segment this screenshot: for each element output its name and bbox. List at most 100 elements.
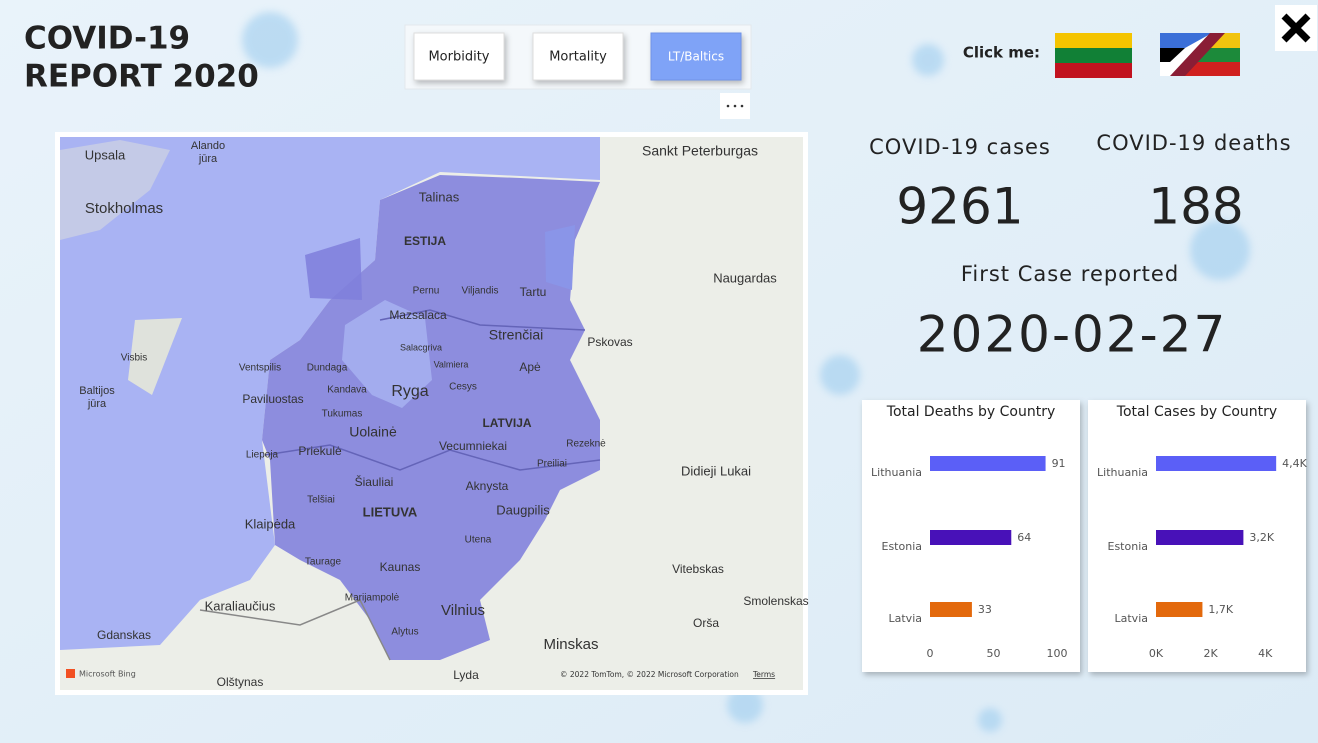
title: REPORT 2020 — [24, 59, 259, 95]
map-label: Šiauliai — [355, 474, 394, 489]
map-label: Gdanskas — [97, 628, 151, 642]
category-label: Estonia — [1108, 540, 1149, 553]
sea — [60, 137, 600, 650]
map-label: Vitebskas — [672, 562, 724, 576]
map-label: Mazsalaca — [389, 308, 447, 322]
map-label: Alytus — [391, 627, 418, 638]
map-label: Pernu — [413, 286, 440, 297]
category-label: Latvia — [889, 612, 923, 625]
x-tick-label: 2K — [1204, 647, 1219, 660]
value-label: 4,4K — [1282, 457, 1307, 470]
border — [264, 444, 601, 471]
value-label: 1,7K — [1208, 603, 1233, 616]
button[interactable]: LT/Baltics — [650, 32, 742, 81]
map-label: Minskas — [543, 636, 598, 653]
map-label: Apė — [519, 360, 541, 374]
map-label: Viljandis — [461, 286, 498, 297]
button-label[interactable]: Mortality — [549, 50, 607, 65]
title: COVID-19 — [24, 21, 190, 57]
x-tick-label: 4K — [1258, 647, 1273, 660]
map-logo: Microsoft Bing — [79, 670, 136, 679]
flag-baltics[interactable] — [1160, 33, 1240, 76]
map-label: Taurage — [305, 557, 342, 568]
map-label: Uolainė — [349, 424, 397, 440]
map-label: Cesys — [449, 382, 477, 393]
map-label: Preiliai — [537, 459, 567, 470]
bar — [1156, 530, 1244, 545]
map-label: Upsala — [85, 147, 126, 162]
gulf-of-riga — [342, 300, 432, 408]
map-label: Didieji Lukai — [681, 463, 751, 478]
map-label: Smolenskas — [743, 594, 808, 608]
map-label: Sankt Peterburgas — [642, 143, 758, 159]
map-label: Tartu — [520, 285, 547, 299]
map-label: Strenčiai — [489, 327, 543, 343]
button[interactable]: Mortality — [532, 32, 624, 81]
map-label: Klaipėda — [245, 516, 296, 531]
map-label: Karaliaučius — [205, 598, 276, 613]
bar — [1156, 602, 1203, 617]
border — [199, 599, 391, 661]
map-label: Orša — [693, 616, 719, 630]
category-label: Estonia — [882, 540, 923, 553]
chart-title: Total Cases by Country — [1116, 404, 1277, 420]
map-label: Ventspilis — [239, 363, 281, 374]
close-button[interactable] — [1275, 5, 1317, 51]
map: Upsala Alando jūra Sankt Peterburgas Stokhol… — [55, 132, 809, 695]
land — [60, 140, 170, 240]
bar — [1156, 456, 1277, 471]
button-label[interactable]: Morbidity — [428, 50, 489, 65]
map-label: jūra — [87, 398, 107, 410]
map-label: Utena — [465, 535, 492, 546]
lake — [545, 225, 575, 290]
map-label: Dundaga — [307, 363, 348, 374]
map-label: Stokholmas — [85, 200, 163, 217]
map-label: Daugpilis — [496, 502, 550, 517]
kpi-label: First Case reported — [961, 262, 1179, 286]
island — [128, 318, 182, 395]
map-label: Talinas — [419, 189, 460, 204]
button[interactable]: Morbidity — [413, 32, 505, 81]
map-label: Ryga — [391, 383, 428, 400]
map-label: Kaunas — [380, 560, 421, 574]
bar — [930, 530, 1012, 545]
flag-lithuania[interactable] — [1055, 33, 1132, 78]
bar-chart: Total Deaths by Country 0 50 100 Lithuania 91… — [862, 400, 1080, 672]
map-label: Liepoja — [246, 450, 279, 461]
map-label: Priekulė — [298, 444, 342, 458]
map-label: Alando — [191, 140, 225, 152]
more-options[interactable] — [720, 93, 750, 119]
kpi-label: COVID-19 cases — [869, 135, 1051, 159]
x-tick-label: 100 — [1047, 647, 1068, 660]
kpi-value: 188 — [1148, 178, 1243, 236]
map-label: Rezeknė — [566, 439, 606, 450]
map-label: Telšiai — [307, 495, 335, 506]
category-label: Lithuania — [1097, 466, 1148, 479]
border — [379, 309, 586, 331]
x-tick-label: 50 — [987, 647, 1001, 660]
map-label: Kandava — [327, 385, 367, 396]
category-label: Lithuania — [871, 466, 922, 479]
kpi-value: 9261 — [896, 178, 1023, 236]
map-label: Olštynas — [217, 675, 264, 689]
value-label: 3,2K — [1249, 531, 1274, 544]
map-label: Naugardas — [713, 270, 777, 285]
map-terms[interactable]: Terms — [752, 670, 775, 679]
map-label: Lyda — [453, 668, 479, 682]
map-label: Visbis — [121, 353, 148, 364]
value-label: 64 — [1017, 531, 1031, 544]
kpi-value: 2020-02-27 — [917, 306, 1228, 364]
button-label[interactable]: LT/Baltics — [668, 50, 724, 64]
map-label: Vilnius — [441, 602, 485, 619]
map-label: Vecumniekai — [439, 439, 507, 453]
x-tick-label: 0 — [927, 647, 934, 660]
bar-chart: Total Cases by Country 0K 2K 4K Lithuania 4,4… — [1088, 400, 1308, 672]
bing-logo — [66, 669, 75, 678]
map-label: LATVIJA — [482, 416, 531, 430]
map-label: Valmiera — [434, 359, 469, 369]
bar — [930, 456, 1046, 471]
map-label: Marijampolė — [345, 593, 400, 604]
category-label: Latvia — [1115, 612, 1149, 625]
kpi-label: COVID-19 deaths — [1096, 131, 1291, 155]
